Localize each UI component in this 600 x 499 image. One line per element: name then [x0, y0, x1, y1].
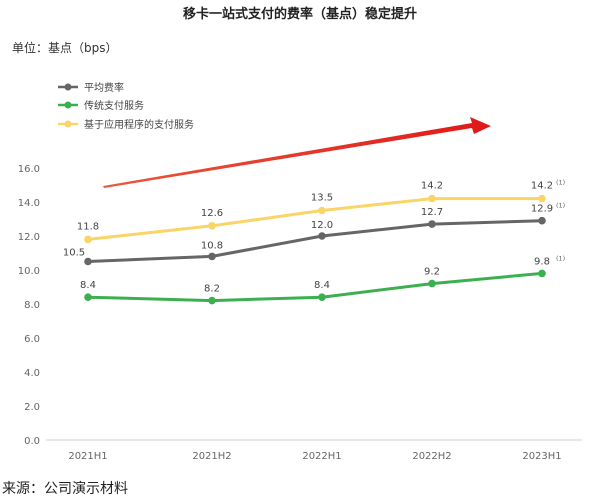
footnote-marker: (1) [556, 254, 565, 262]
data-label: 13.5 [311, 193, 333, 204]
data-label: 9.2 [424, 267, 440, 278]
x-tick-label: 2022H2 [412, 451, 451, 462]
y-tick-label: 6.0 [24, 334, 40, 345]
data-label: 9.8 [534, 256, 550, 267]
legend-item: 传统支付服务 [58, 99, 144, 112]
legend-label: 传统支付服务 [84, 99, 144, 112]
series: 10.510.812.012.7 12.9 (1) [63, 202, 565, 266]
chart-title: 移卡一站式支付的费率（基点）稳定提升 [183, 6, 417, 22]
series-group: 11.812.613.514.2 14.2 (1)10.510.812.012.7 1… [63, 179, 565, 305]
y-tick-label: 8.0 [24, 300, 40, 311]
data-label: 8.4 [314, 280, 330, 291]
y-tick-label: 16.0 [18, 164, 40, 175]
legend-swatch-marker [64, 101, 72, 109]
footnote-marker: (1) [556, 179, 565, 187]
data-label: 12.6 [201, 208, 223, 219]
data-label: 12.0 [311, 220, 333, 231]
data-point [318, 206, 326, 215]
data-point [84, 257, 92, 266]
data-label: 12.9 [531, 204, 553, 215]
unit-label: 单位：基点（bps） [12, 40, 118, 55]
y-tick-label: 12.0 [18, 232, 40, 243]
data-point [208, 252, 216, 261]
data-point [318, 232, 326, 240]
data-point [428, 220, 436, 228]
footnote-marker: (1) [556, 202, 565, 210]
legend-label: 平均费率 [84, 81, 124, 94]
y-tick-label: 4.0 [24, 368, 40, 379]
legend-swatch-marker [64, 120, 72, 128]
legend-item: 平均费率 [58, 81, 124, 94]
x-tick-label: 2022H1 [302, 451, 341, 462]
y-tick-label: 0.0 [24, 436, 40, 447]
legend-label: 基于应用程序的支付服务 [84, 118, 194, 131]
data-label: 14.2 [421, 181, 443, 192]
data-point [428, 194, 436, 203]
y-tick-label: 10.0 [18, 266, 40, 277]
data-label: 10.5 [63, 248, 85, 259]
x-tick-label: 2023H1 [522, 451, 561, 462]
y-tick-label: 2.0 [24, 402, 40, 413]
source-note: 来源：公司演示材料 [2, 481, 128, 497]
legend-item: 基于应用程序的支付服务 [58, 118, 194, 131]
data-label: 14.2 [531, 181, 553, 192]
x-tick-label: 2021H1 [68, 451, 107, 462]
series: 11.812.613.514.2 14.2 (1) [77, 179, 565, 244]
axes: 0.0 2.0 4.0 6.0 8.0 10.0 12.0 14.0 16.0 2021H1 202… [18, 164, 582, 462]
data-point [208, 222, 216, 230]
trend-arrow-shape [103, 117, 491, 188]
data-point [538, 216, 546, 225]
data-point [538, 269, 546, 278]
data-point [428, 279, 436, 288]
data-point [84, 293, 92, 302]
trend-arrow [103, 117, 491, 188]
data-label: 12.7 [421, 207, 443, 218]
y-tick-label: 14.0 [18, 198, 40, 209]
data-label: 8.2 [204, 284, 220, 295]
series-line [86, 197, 544, 241]
legend-swatch-marker [64, 83, 72, 91]
data-label: 10.8 [201, 240, 223, 251]
data-point [208, 296, 216, 305]
data-label: 11.8 [77, 221, 99, 232]
data-point [538, 194, 546, 203]
x-tick-label: 2021H2 [192, 451, 231, 462]
data-point [84, 235, 92, 244]
data-point [318, 293, 326, 302]
series: 8.4 8.2 8.4 9.2 9.8 (1) [80, 254, 565, 305]
data-label: 8.4 [80, 280, 96, 291]
